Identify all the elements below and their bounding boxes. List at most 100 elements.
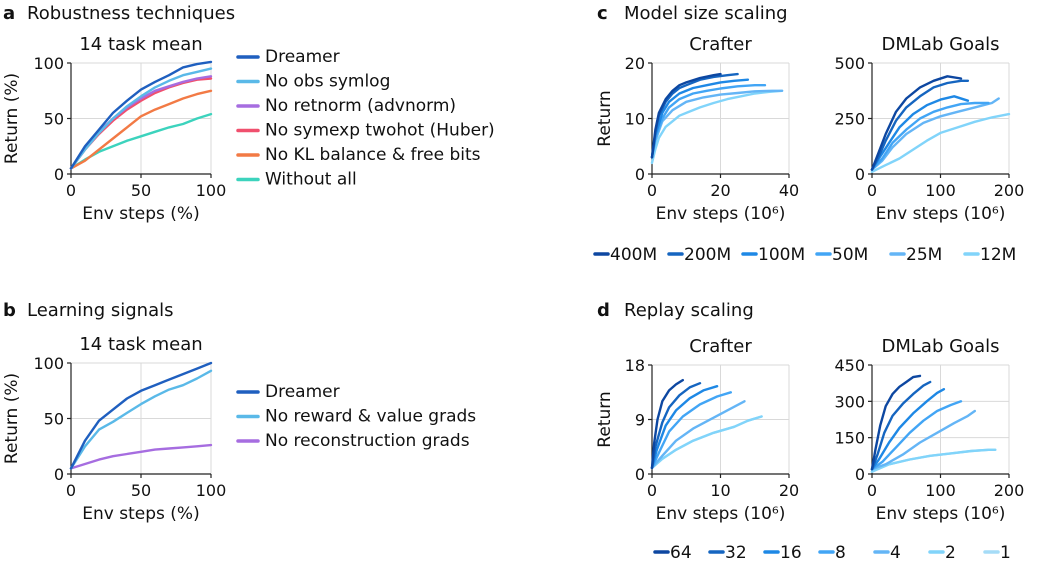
legend-label: No retnorm (advnorm) bbox=[265, 96, 456, 116]
series-line-64 bbox=[870, 374, 922, 471]
panel-letter-a: a bbox=[3, 3, 15, 24]
chart-model-size-crafter: Crafter 0 10 20 0 20 40 Env steps (10⁶) Return bbox=[595, 34, 799, 224]
y-axis-label: Return bbox=[595, 90, 615, 146]
y-tick-label: 18 bbox=[625, 356, 645, 375]
series-line-200m bbox=[870, 79, 970, 171]
x-tick-label: 0 bbox=[867, 481, 877, 500]
subplot-title: DMLab Goals bbox=[882, 336, 1000, 357]
panel-b-header: b Learning signals bbox=[3, 300, 174, 321]
x-tick-label: 200 bbox=[994, 481, 1025, 500]
legend-label: 32 bbox=[725, 543, 747, 563]
x-axis-label: Env steps (10⁶) bbox=[876, 504, 1006, 524]
legend-model-size: 400M 200M 100M 50M 25M 12M bbox=[593, 245, 1016, 265]
series-line-100m bbox=[650, 78, 750, 159]
series-line-no-obs-symlog bbox=[69, 67, 213, 170]
legend-label: 50M bbox=[832, 245, 868, 265]
y-tick-label: 100 bbox=[33, 354, 64, 373]
x-tick-label: 10 bbox=[710, 481, 730, 500]
x-tick-label: 0 bbox=[647, 481, 657, 500]
panel-c-header: c Model size scaling bbox=[597, 3, 788, 24]
series-line-16 bbox=[870, 388, 946, 471]
series-line-100m bbox=[870, 95, 970, 171]
y-tick-label: 0 bbox=[635, 465, 645, 484]
legend-label: 25M bbox=[906, 245, 942, 265]
chart-learning-signals: 14 task mean 0 50 100 0 50 100 Env steps (%) Ret… bbox=[2, 334, 226, 524]
series-line-16 bbox=[650, 385, 719, 470]
y-tick-label: 100 bbox=[33, 54, 64, 73]
series-line-no-reward-value-grads bbox=[69, 369, 213, 470]
y-axis-label: Return bbox=[595, 391, 615, 447]
legend-label: Dreamer bbox=[265, 47, 340, 67]
y-tick-label: 450 bbox=[834, 356, 865, 375]
legend-replay: 64 32 16 8 4 2 1 bbox=[653, 543, 1011, 563]
subplot-title: Crafter bbox=[689, 336, 752, 357]
legend-label: 200M bbox=[684, 245, 731, 265]
series-line-1 bbox=[650, 415, 763, 470]
legend-label: No KL balance & free bits bbox=[265, 145, 481, 165]
x-tick-label: 100 bbox=[196, 181, 227, 200]
panel-letter-d: d bbox=[597, 300, 610, 321]
subplot-title: DMLab Goals bbox=[882, 34, 1000, 55]
panel-d-header: d Replay scaling bbox=[597, 300, 754, 321]
legend-label: 2 bbox=[945, 543, 956, 563]
series-line-2 bbox=[870, 448, 997, 473]
series-line-12m bbox=[650, 89, 784, 165]
y-tick-label: 250 bbox=[834, 110, 865, 129]
series-line-no-kl-balance-free-bits bbox=[69, 89, 213, 170]
legend-robustness: Dreamer No obs symlog No retnorm (advnorm)… bbox=[236, 47, 495, 190]
legend-label: 12M bbox=[980, 245, 1016, 265]
x-tick-label: 50 bbox=[131, 181, 151, 200]
series-line-2 bbox=[650, 415, 763, 470]
panel-title-b: Learning signals bbox=[27, 300, 174, 321]
x-axis-label: Env steps (10⁶) bbox=[656, 204, 786, 224]
x-axis-label: Env steps (%) bbox=[82, 204, 199, 224]
chart-replay-dmlab: DMLab Goals 0 150 300 450 0 100 200 Env steps (1… bbox=[834, 336, 1024, 524]
series-line-32 bbox=[870, 380, 932, 471]
y-tick-label: 50 bbox=[44, 410, 64, 429]
subplot-title: 14 task mean bbox=[79, 334, 202, 355]
legend-label: 64 bbox=[670, 543, 692, 563]
x-axis-label: Env steps (%) bbox=[82, 504, 199, 524]
y-tick-label: 20 bbox=[625, 54, 645, 73]
legend-label: 1 bbox=[1000, 543, 1011, 563]
series-line-50m bbox=[650, 83, 767, 159]
panel-title-d: Replay scaling bbox=[624, 300, 754, 321]
y-tick-label: 0 bbox=[54, 165, 64, 184]
legend-label: 400M bbox=[610, 245, 657, 265]
y-axis-label: Return (%) bbox=[2, 373, 22, 464]
series-line-4 bbox=[870, 409, 976, 471]
x-tick-label: 20 bbox=[710, 181, 730, 200]
x-axis-label: Env steps (10⁶) bbox=[656, 504, 786, 524]
legend-label: Dreamer bbox=[265, 382, 340, 402]
chart-replay-crafter: Crafter 0 9 18 0 10 20 Env steps (10⁶) Return bbox=[595, 336, 799, 524]
subplot-title: 14 task mean bbox=[79, 34, 202, 55]
legend-label: No reward & value grads bbox=[265, 407, 476, 427]
legend-label: 100M bbox=[758, 245, 805, 265]
series-line-400m bbox=[870, 75, 963, 171]
x-tick-label: 0 bbox=[647, 181, 657, 200]
y-tick-label: 0 bbox=[635, 165, 645, 184]
y-tick-label: 500 bbox=[834, 54, 865, 73]
x-tick-label: 0 bbox=[66, 181, 76, 200]
series-line-32 bbox=[650, 382, 702, 470]
panel-letter-c: c bbox=[597, 3, 608, 24]
x-tick-label: 0 bbox=[66, 481, 76, 500]
y-tick-label: 10 bbox=[625, 110, 645, 129]
legend-learning-signals: Dreamer No reward & value grads No reconst… bbox=[236, 382, 476, 451]
y-tick-label: 0 bbox=[855, 465, 865, 484]
x-tick-label: 0 bbox=[867, 181, 877, 200]
y-tick-label: 0 bbox=[855, 165, 865, 184]
x-tick-label: 100 bbox=[925, 181, 956, 200]
series-line-8 bbox=[870, 400, 963, 471]
series-line-4 bbox=[650, 400, 746, 470]
chart-model-size-dmlab: DMLab Goals 0 250 500 0 100 200 Env steps (10⁶) bbox=[834, 34, 1024, 224]
series-line-dreamer bbox=[69, 361, 213, 470]
legend-label: Without all bbox=[265, 170, 357, 190]
x-tick-label: 100 bbox=[196, 481, 227, 500]
y-tick-label: 50 bbox=[44, 110, 64, 129]
panel-title-a: Robustness techniques bbox=[27, 3, 235, 24]
x-tick-label: 20 bbox=[779, 481, 799, 500]
x-tick-label: 50 bbox=[131, 481, 151, 500]
series-line-12m bbox=[870, 112, 1011, 174]
